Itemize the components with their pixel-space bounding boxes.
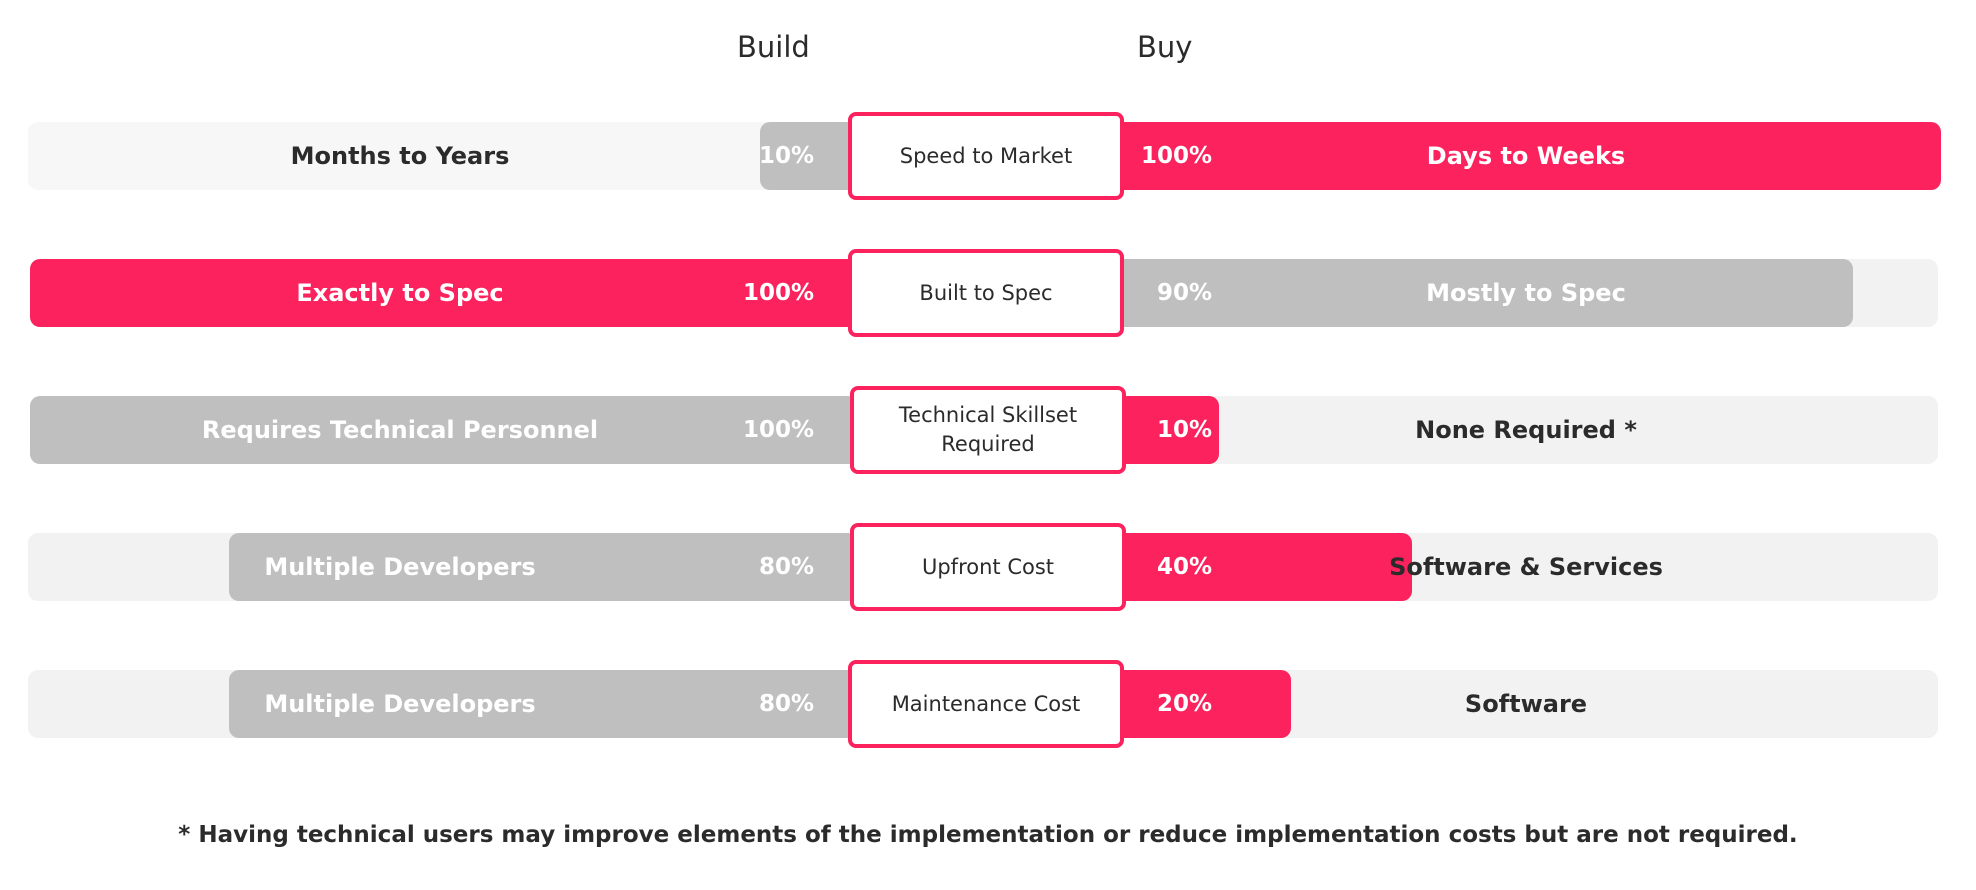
buy-column-header: Buy xyxy=(1137,30,1193,64)
build-track xyxy=(28,122,858,190)
build-percent: 100% xyxy=(742,280,814,306)
criterion-label: Speed to Market xyxy=(899,143,1073,168)
criterion-box: Maintenance Cost xyxy=(848,660,1124,748)
comparison-row-speed-to-market: Months to Years 10% 100% Days to Weeks S… xyxy=(0,112,1976,200)
build-bar xyxy=(30,259,858,327)
buy-label: Software xyxy=(1464,690,1588,718)
build-label: Exactly to Spec xyxy=(296,279,504,307)
build-bar xyxy=(30,396,858,464)
criterion-label: Built to Spec xyxy=(919,280,1053,305)
criterion-label: Upfront Cost xyxy=(921,554,1055,579)
build-bar xyxy=(229,533,858,601)
buy-label: None Required * xyxy=(1415,416,1637,444)
buy-label: Software & Services xyxy=(1389,553,1663,581)
buy-bar xyxy=(1110,259,1853,327)
buy-percent: 90% xyxy=(1156,280,1212,306)
criterion-label: Technical Skillset Required xyxy=(898,403,1078,456)
buy-label: Mostly to Spec xyxy=(1426,279,1626,307)
criterion-box: Built to Spec xyxy=(848,249,1124,337)
build-label: Multiple Developers xyxy=(264,690,536,718)
footnote: * Having technical users may improve ele… xyxy=(178,822,1798,848)
comparison-row-built-to-spec: Exactly to Spec 100% 90% Mostly to Spec … xyxy=(0,249,1976,337)
build-column-header: Build xyxy=(737,30,810,64)
build-percent: 80% xyxy=(758,554,814,580)
build-bar xyxy=(760,122,858,190)
criterion-box: Upfront Cost xyxy=(850,523,1126,611)
build-label: Requires Technical Personnel xyxy=(201,416,599,444)
criterion-box: Technical Skillset Required xyxy=(850,386,1126,474)
criterion-label: Maintenance Cost xyxy=(891,691,1081,716)
buy-bar xyxy=(1110,670,1291,738)
build-percent: 80% xyxy=(758,691,814,717)
criterion-box: Speed to Market xyxy=(848,112,1124,200)
build-label: Months to Years xyxy=(290,142,510,170)
buy-percent: 10% xyxy=(1156,417,1212,443)
buy-bar xyxy=(1110,396,1219,464)
build-bar xyxy=(229,670,858,738)
buy-track xyxy=(1110,396,1938,464)
build-percent: 100% xyxy=(742,417,814,443)
comparison-row-upfront-cost: Multiple Developers 80% 40% Software & S… xyxy=(0,523,1976,611)
build-percent: 10% xyxy=(758,143,814,169)
buy-bar xyxy=(1110,122,1941,190)
buy-percent: 100% xyxy=(1140,143,1212,169)
build-label: Multiple Developers xyxy=(264,553,536,581)
comparison-row-maintenance-cost: Multiple Developers 80% 20% Software Mai… xyxy=(0,660,1976,748)
buy-percent: 20% xyxy=(1156,691,1212,717)
buy-bar xyxy=(1110,533,1412,601)
buy-percent: 40% xyxy=(1156,554,1212,580)
buy-label: Days to Weeks xyxy=(1426,142,1626,170)
comparison-row-technical-skillset: Requires Technical Personnel 100% 10% No… xyxy=(0,386,1976,474)
